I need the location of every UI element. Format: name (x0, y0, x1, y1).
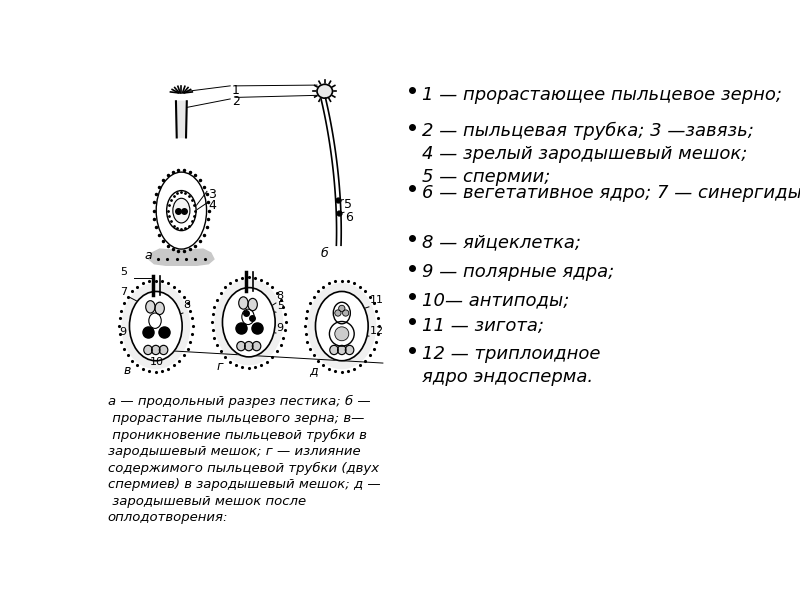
Text: 11: 11 (370, 295, 384, 305)
Polygon shape (321, 98, 342, 245)
Ellipse shape (237, 341, 246, 351)
Ellipse shape (155, 302, 164, 314)
Text: 11 — зигота;: 11 — зигота; (422, 317, 544, 335)
Ellipse shape (330, 346, 338, 355)
Text: 7: 7 (120, 287, 127, 297)
Circle shape (342, 310, 349, 316)
Text: 5: 5 (344, 198, 352, 211)
Ellipse shape (252, 341, 261, 351)
Text: 9 — полярные ядра;: 9 — полярные ядра; (422, 263, 614, 281)
Ellipse shape (149, 313, 162, 328)
Ellipse shape (151, 346, 160, 355)
Text: 5: 5 (277, 301, 284, 311)
Text: 9: 9 (277, 323, 284, 334)
Ellipse shape (215, 280, 282, 365)
Ellipse shape (346, 346, 354, 355)
Text: 12 — триплоидное
ядро эндосперма.: 12 — триплоидное ядро эндосперма. (422, 346, 600, 386)
Ellipse shape (334, 302, 350, 324)
Text: 2: 2 (232, 95, 240, 108)
Text: 3: 3 (209, 187, 216, 200)
Ellipse shape (173, 198, 190, 223)
Text: 10— антиподы;: 10— антиподы; (422, 292, 569, 310)
Polygon shape (149, 249, 214, 265)
Ellipse shape (146, 301, 155, 313)
Circle shape (335, 310, 341, 316)
Ellipse shape (156, 172, 206, 249)
Ellipse shape (166, 191, 196, 230)
Text: а — продольный разрез пестика; б —
 прорастание пыльцевого зерна; в—
 проникнове: а — продольный разрез пестика; б — прора… (108, 395, 380, 524)
Text: 9: 9 (120, 328, 127, 337)
Text: 1 — прорастающее пыльцевое зерно;: 1 — прорастающее пыльцевое зерно; (422, 86, 782, 104)
Text: 1: 1 (232, 83, 240, 97)
Text: 5: 5 (120, 266, 126, 277)
Ellipse shape (248, 298, 258, 311)
Ellipse shape (144, 346, 152, 355)
Text: в: в (123, 364, 130, 377)
Text: 8 — яйцеклетка;: 8 — яйцеклетка; (422, 234, 581, 252)
Ellipse shape (315, 292, 368, 361)
Text: г: г (216, 360, 223, 373)
Text: 8: 8 (184, 301, 191, 310)
Ellipse shape (330, 322, 354, 346)
Text: 6 — вегетативное ядро; 7 — синергиды;: 6 — вегетативное ядро; 7 — синергиды; (422, 184, 800, 202)
Text: 12: 12 (370, 326, 384, 336)
Ellipse shape (338, 346, 346, 355)
Ellipse shape (335, 327, 349, 341)
Circle shape (338, 305, 345, 311)
Ellipse shape (308, 284, 375, 368)
Text: 8: 8 (277, 291, 284, 301)
Ellipse shape (159, 346, 168, 355)
Text: б: б (321, 247, 329, 260)
Text: а: а (144, 249, 152, 262)
Text: д: д (310, 364, 318, 377)
Text: 6: 6 (345, 211, 353, 224)
Ellipse shape (130, 292, 182, 361)
Ellipse shape (317, 85, 333, 98)
Polygon shape (176, 101, 187, 137)
Text: 2 — пыльцевая трубка; 3 —завязь;
4 — зрелый зародышевый мешок;
5 — спермии;: 2 — пыльцевая трубка; 3 —завязь; 4 — зре… (422, 122, 754, 186)
Ellipse shape (245, 341, 253, 351)
Ellipse shape (122, 284, 190, 368)
Text: 4: 4 (209, 199, 216, 212)
Ellipse shape (222, 287, 275, 357)
Ellipse shape (242, 309, 254, 325)
Ellipse shape (238, 297, 248, 309)
Text: 10: 10 (150, 356, 163, 367)
